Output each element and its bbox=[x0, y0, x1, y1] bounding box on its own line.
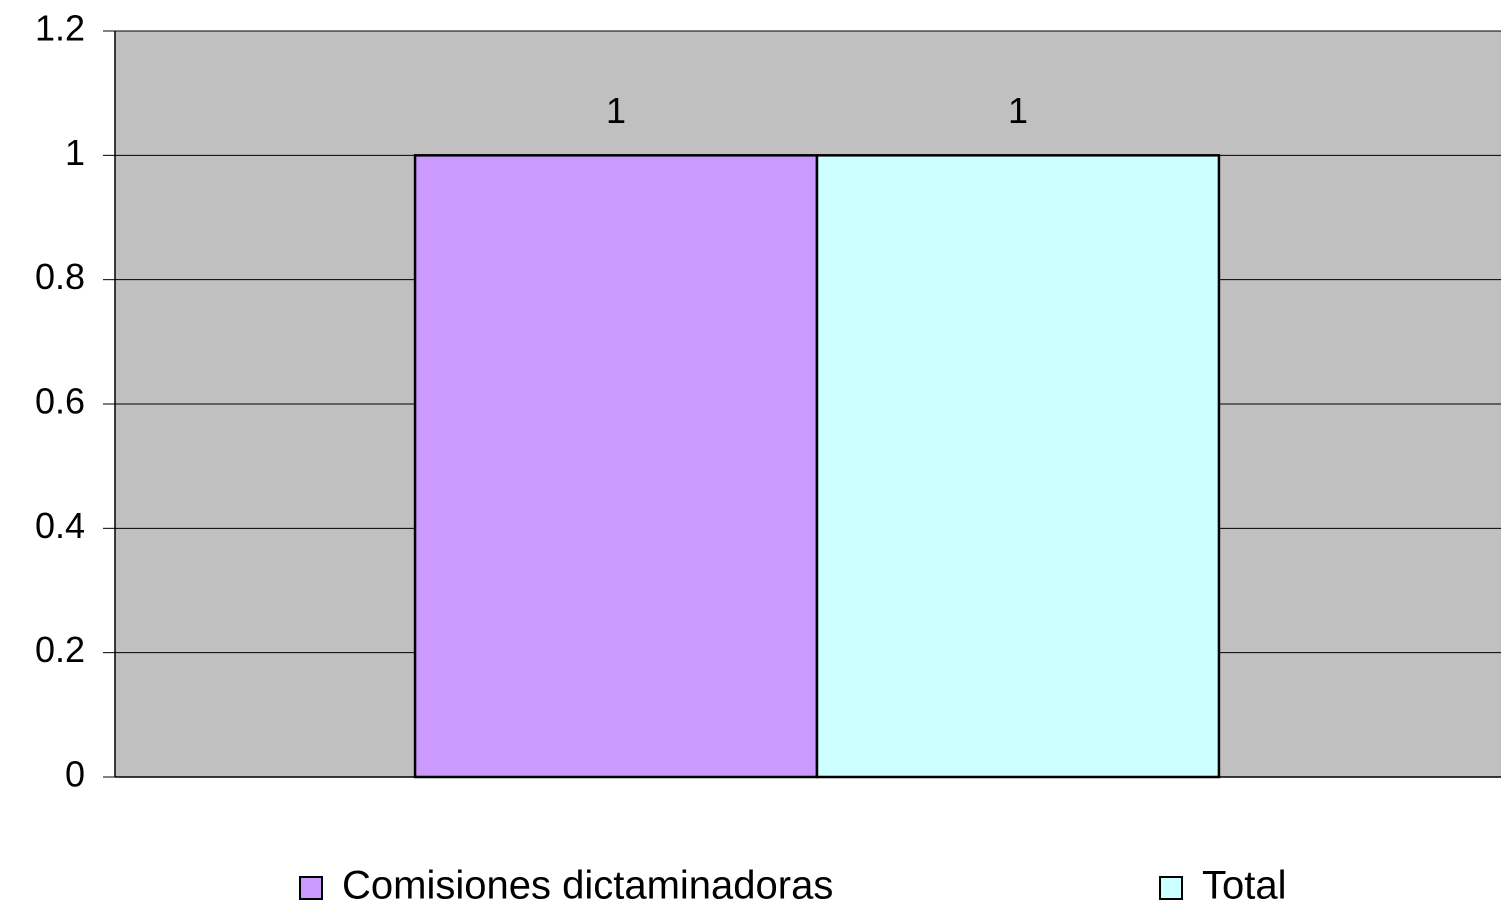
y-tick-label: 1 bbox=[65, 132, 85, 173]
y-tick-label: 0.8 bbox=[35, 256, 85, 297]
y-tick-label: 0 bbox=[65, 754, 85, 795]
legend-label: Total bbox=[1202, 864, 1287, 908]
y-tick-label: 0.2 bbox=[35, 629, 85, 670]
bar bbox=[815, 154, 1221, 779]
bar bbox=[413, 154, 819, 779]
y-tick-label: 0.6 bbox=[35, 381, 85, 422]
data-label: 1 bbox=[606, 90, 626, 131]
legend-label: Comisiones dictaminadoras bbox=[342, 864, 833, 908]
y-tick-label: 0.4 bbox=[35, 505, 85, 546]
legend-swatch bbox=[299, 876, 323, 900]
data-label: 1 bbox=[1008, 90, 1028, 131]
y-tick-label: 1.2 bbox=[35, 8, 85, 49]
legend-swatch bbox=[1159, 876, 1183, 900]
